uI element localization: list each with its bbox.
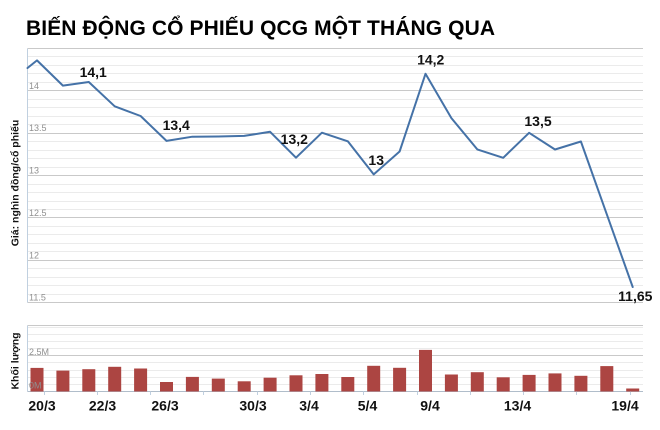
svg-text:14: 14: [29, 81, 39, 91]
svg-text:11.5: 11.5: [29, 293, 46, 303]
svg-text:14,2: 14,2: [417, 51, 444, 67]
svg-text:20/3: 20/3: [28, 398, 55, 414]
svg-text:13,5: 13,5: [524, 113, 551, 129]
svg-text:0M: 0M: [29, 381, 42, 391]
svg-text:3/4: 3/4: [299, 398, 319, 414]
svg-text:13.5: 13.5: [29, 123, 47, 133]
svg-text:13: 13: [368, 152, 384, 168]
svg-text:9/4: 9/4: [420, 398, 440, 414]
svg-text:19/4: 19/4: [611, 398, 638, 414]
svg-text:30/3: 30/3: [239, 398, 266, 414]
svg-text:14,1: 14,1: [80, 64, 107, 80]
svg-text:12.5: 12.5: [29, 208, 47, 218]
svg-text:13/4: 13/4: [504, 398, 531, 414]
svg-text:5/4: 5/4: [358, 398, 378, 414]
svg-text:Khối lượng: Khối lượng: [10, 332, 22, 389]
svg-text:11,65: 11,65: [618, 288, 652, 304]
svg-text:BIẾN ĐỘNG CỔ PHIẾU QCG MỘT THÁ: BIẾN ĐỘNG CỔ PHIẾU QCG MỘT THÁNG QUA: [26, 16, 495, 40]
svg-text:Giá: nghìn đồng/cổ phiếu: Giá: nghìn đồng/cổ phiếu: [10, 120, 22, 247]
svg-text:13,4: 13,4: [163, 117, 190, 133]
svg-text:13,2: 13,2: [281, 131, 308, 147]
svg-text:2.5M: 2.5M: [29, 347, 49, 357]
svg-text:26/3: 26/3: [151, 398, 178, 414]
svg-text:12: 12: [29, 250, 39, 260]
svg-text:22/3: 22/3: [89, 398, 116, 414]
svg-text:13: 13: [29, 166, 39, 176]
